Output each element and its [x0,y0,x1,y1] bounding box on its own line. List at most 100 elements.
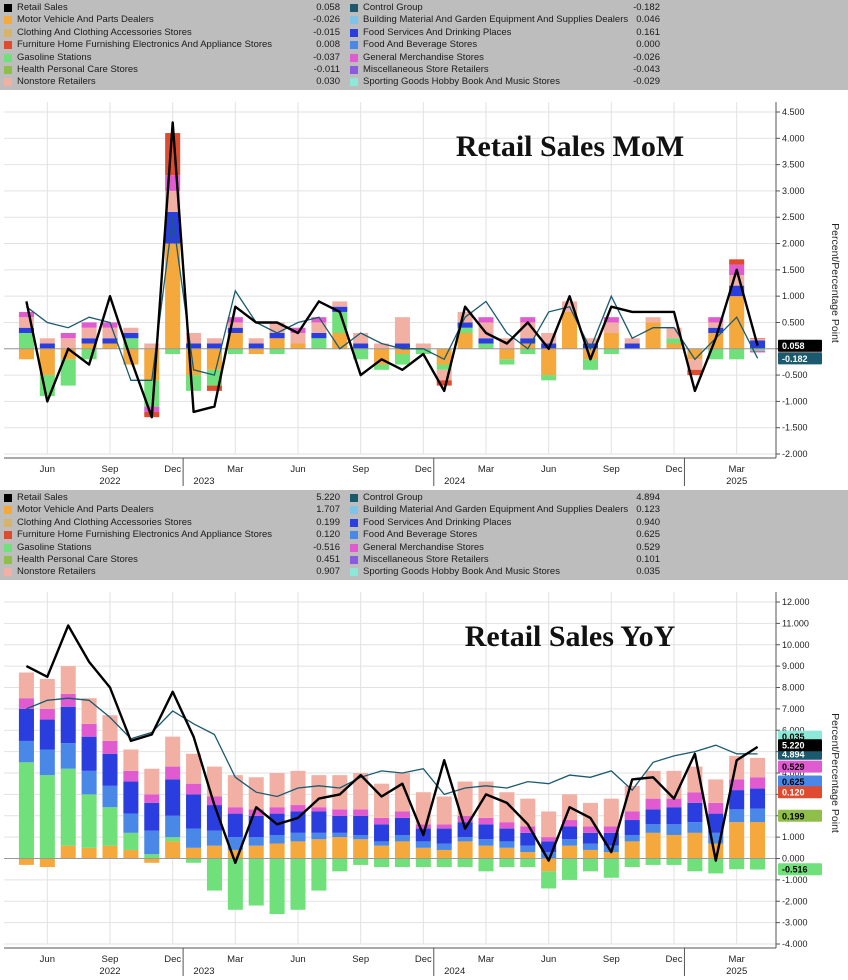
bar-segment [582,338,598,344]
x-tick-label: Sep [603,464,620,475]
bar-segment [39,775,55,859]
bar-segment [582,858,598,872]
bar-segment [81,327,97,339]
bar-segment [102,807,118,846]
x-tick-label: Dec [164,464,181,475]
bar-segment [165,190,181,212]
mom-legend-entry: Control Group -0.182 [350,2,670,14]
bar-segment [144,380,160,407]
bar-segment [353,343,369,349]
legend-swatch [350,66,358,74]
bar-segment [520,343,536,349]
bar-segment [165,815,181,838]
bar-segment [206,348,222,370]
bar-segment [750,858,766,870]
x-year-label: 2022 [99,476,120,487]
bar-segment [290,332,306,344]
bar-segment [603,826,619,833]
bar-segment [144,768,160,795]
bar-segment [186,858,202,863]
x-tick-label: Dec [415,954,432,965]
bar-segment [290,858,306,910]
bar-segment [394,773,410,812]
bar-segment [332,837,348,859]
yoy-legend-entry: Nonstore Retailers 0.907 [4,566,350,578]
legend-label: Clothing And Clothing Accessories Stores [17,516,192,528]
legend-swatch [350,4,358,12]
y-tick-label: 2.000 [782,239,805,249]
y-axis-label: Percent/Percentage Point [829,713,841,833]
value-tag-label: 0.035 [782,732,805,742]
bar-segment [60,338,76,349]
bar-segment [750,350,766,353]
bar-segment [227,807,243,814]
bar-segment [499,828,515,842]
legend-swatch [4,66,12,74]
legend-value: 0.625 [636,529,660,541]
bar-segment [374,858,390,868]
value-tag-label: -0.182 [782,354,808,364]
mom-legend-entry: Sporting Goods Hobby Book And Music Stor… [350,76,670,88]
bar-segment [311,317,327,323]
bar-segment [729,275,745,286]
x-year-label: 2023 [193,966,214,977]
value-tag [778,352,822,365]
bar-segment [394,317,410,344]
y-tick-label: 6.000 [782,725,805,735]
bar-segment [144,343,160,349]
bar-segment [269,834,285,844]
bar-segment [206,385,222,391]
bar-segment [332,832,348,838]
bar-segment [311,832,327,840]
yoy-legend-entry: Retail Sales 5.220 [4,492,350,504]
bar-segment [750,757,766,778]
bar-segment [60,845,76,859]
bar-segment [123,749,139,771]
bar-segment [248,338,264,344]
bar-segment [687,348,703,360]
bar-segment [541,858,557,872]
bar-segment [750,348,766,351]
bar-segment [227,332,243,349]
bar-segment [165,211,181,244]
bar-segment [81,847,97,859]
y-tick-label: -2.000 [782,896,808,906]
bar-segment [708,832,724,844]
bar-segment [374,824,390,842]
bar-segment [248,815,264,838]
bar-segment [582,359,598,370]
x-year-label: 2023 [193,476,214,487]
legend-value: -0.011 [313,64,340,75]
bar-segment [436,824,452,829]
bar-segment [520,348,536,355]
y-tick-label: 0.000 [782,854,805,864]
bar-segment [269,843,285,859]
mom-legend-entry: Furniture Home Furnishing Electronics An… [4,39,350,51]
y-tick-label: -0.500 [782,370,808,380]
chart-yoy: 12.000 11.000 10.000 9.000 8.000 7.000 6.000 5.… [4,580,841,980]
bar-segment [186,794,202,829]
bar-segment [708,327,724,333]
bar-segment [353,809,369,816]
bar-segment [353,773,369,810]
yoy-legend-entry: Health Personal Care Stores 0.451 [4,554,350,566]
control-group-line [26,217,759,381]
bar-segment [165,841,181,859]
bar-segment [750,822,766,859]
bar-segment [290,832,306,842]
bar-segment [186,375,202,391]
bar-segment [353,815,369,835]
bar-segment [394,817,410,835]
bar-segment [666,327,682,339]
bar-segment [666,798,682,808]
x-tick-label: Dec [666,464,683,475]
legend-value: 0.907 [316,566,340,578]
bar-segment [520,317,536,323]
bar-segment [39,678,55,709]
bar-segment [541,332,557,344]
legend-label: Nonstore Retailers [17,566,96,578]
bar-segment [165,736,181,767]
bar-segment [666,858,682,865]
legend-value: 1.707 [316,504,340,516]
mom-legend-entry: Gasoline Stations -0.037 [4,52,350,64]
